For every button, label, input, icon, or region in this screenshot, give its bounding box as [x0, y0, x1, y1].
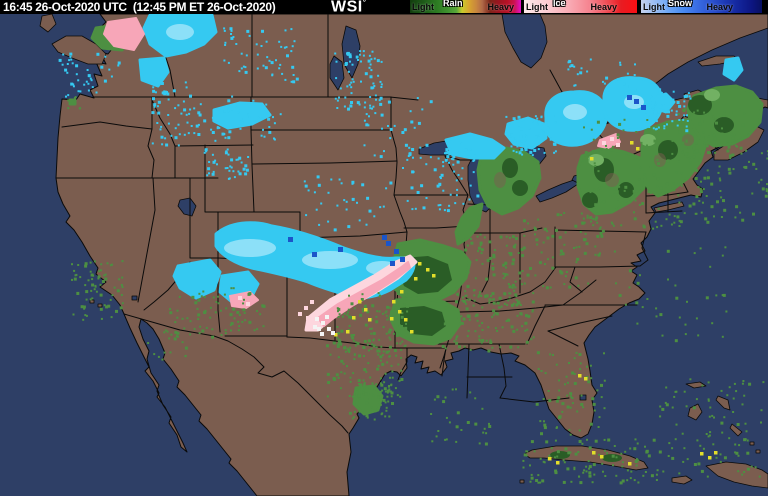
snow-superior-north: [444, 132, 506, 160]
legend-ice-light-label: Light: [526, 2, 548, 12]
james-bay: [501, 14, 548, 69]
legend-ice-title: Ice: [553, 0, 566, 8]
degree-mark: °: [362, 0, 367, 7]
rain-dark-patch: [502, 158, 518, 178]
state-border-wa-id: [147, 96, 155, 179]
state-border-tx-la: [397, 347, 408, 381]
rain-hole: [494, 172, 506, 188]
rain-light-patch: [640, 134, 656, 146]
snow-light-core: [563, 104, 587, 120]
state-border-ny-pa: [554, 229, 647, 233]
rain-dark-patch: [688, 95, 712, 115]
snow-light-core: [224, 239, 276, 257]
state-border-ga-fl: [499, 397, 570, 403]
state-border-sd-ne: [251, 160, 398, 165]
hispaniola-island: [705, 461, 768, 489]
legend-ice-heavy-label: Heavy: [590, 2, 617, 12]
state-border-mt-s: [174, 144, 254, 147]
rain-hole: [605, 173, 619, 187]
header-bar: 16:45 26-Oct-2020 UTC (12:45 PM ET 26-Oc…: [0, 0, 768, 16]
state-border-wy: [204, 144, 301, 213]
snow-new-mexico-west: [172, 258, 222, 300]
radar-white-ice-dots: [313, 315, 335, 336]
eleuthera-island: [715, 395, 731, 411]
turks-dot: [749, 441, 755, 446]
state-border-nj: [639, 231, 649, 267]
haida-gwaii-island: [39, 14, 57, 33]
legend-rain-bar: Rain Light Heavy: [410, 0, 521, 13]
state-border-wv: [569, 266, 583, 293]
radar-light-ice-dots: [238, 137, 620, 320]
grand-bahama-island: [685, 381, 707, 389]
ice-band-core: [317, 261, 411, 327]
legend-snow-light-label: Light: [643, 2, 665, 12]
rain-seattle-dot: [68, 98, 77, 106]
state-border-ca-nv: [137, 177, 156, 303]
andros-island: [687, 403, 703, 421]
state-border-pa-md: [554, 265, 641, 268]
legend-rain-title: Rain: [443, 0, 463, 8]
rain-light-patch: [704, 89, 720, 101]
salton-sea: [131, 295, 138, 301]
legend-ice-bar: Ice Light Heavy: [524, 0, 637, 13]
rain-dark-patch: [714, 117, 734, 133]
rain-cuba-core: [550, 451, 570, 459]
state-border-mn-w: [390, 96, 398, 196]
rain-dark-patch: [618, 182, 634, 198]
legend-snow-title: Snow: [668, 0, 692, 8]
radar-map: [0, 14, 768, 496]
state-border-nv-ut: [189, 177, 219, 259]
channel-island-dot: [97, 303, 103, 308]
legend-rain-heavy-label: Heavy: [487, 2, 514, 12]
state-border-tn-nc: [526, 305, 546, 345]
state-border-ms-al: [466, 343, 470, 399]
timestamp-text: 16:45 26-Oct-2020 UTC (12:45 PM ET 26-Oc…: [3, 0, 276, 14]
state-border-up-wi: [445, 155, 473, 161]
wsi-logo: WSI°: [331, 0, 367, 16]
turks-dot: [755, 449, 761, 454]
legend-snow-heavy-label: Heavy: [706, 2, 733, 12]
rain-dark-patch: [512, 180, 528, 196]
state-border-ohio-river: [465, 266, 557, 305]
state-border-nc-sc: [547, 315, 613, 332]
rain-hole: [682, 134, 694, 146]
rain-arkansas-core: [400, 306, 446, 336]
rain-cuba-core: [602, 454, 622, 462]
us-mexico-border: [123, 313, 349, 434]
rain-illinois-waist: [454, 202, 484, 246]
state-border-ma-s: [645, 210, 683, 214]
channel-island-dot: [89, 299, 95, 304]
radar-yellow-cell-dots: [334, 141, 718, 466]
legend-rain-light-label: Light: [412, 2, 434, 12]
radar-snow-layer: [138, 14, 744, 304]
radar-speckle-layer: [58, 27, 768, 485]
snow-bc-interior: [138, 56, 170, 88]
state-border-ma-n: [645, 191, 689, 197]
state-border-il-in: [481, 205, 491, 293]
radar-heavy-snow-dots: [288, 95, 646, 266]
state-border-ky-va: [562, 279, 597, 306]
snow-light-core: [302, 251, 358, 269]
ice-bc: [103, 17, 145, 51]
state-border-sc-ga: [547, 330, 579, 347]
vancouver-island: [51, 35, 107, 65]
long-island-bahamas: [729, 423, 743, 437]
lake-manitoba: [329, 55, 345, 91]
state-border-ky-tn: [459, 304, 564, 313]
lake-okeechobee: [579, 394, 587, 401]
snow-new-brunswick: [722, 56, 744, 82]
rain-dark-patch: [582, 192, 598, 208]
legend-snow-bar: Snow Light Heavy: [641, 0, 762, 13]
state-border-ne-ia: [393, 194, 408, 233]
rain-houston: [352, 384, 384, 416]
snow-light-core: [166, 24, 194, 40]
state-border-wa-or: [61, 121, 153, 130]
cozumel-dot: [519, 479, 525, 484]
jamaica-island: [671, 475, 693, 485]
